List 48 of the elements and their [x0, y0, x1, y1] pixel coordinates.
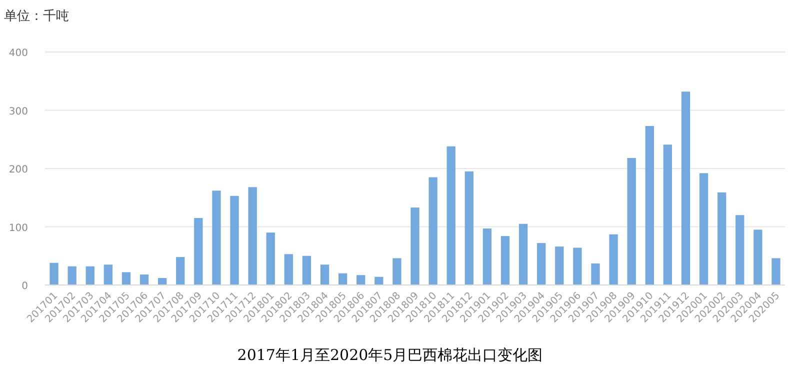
bar — [320, 264, 330, 285]
bar — [609, 234, 618, 285]
y-tick-label: 200 — [8, 164, 28, 176]
y-tick-label: 400 — [8, 48, 28, 59]
bar — [68, 266, 76, 285]
bar — [266, 232, 275, 285]
bar — [140, 274, 149, 285]
bar — [428, 177, 438, 285]
bar — [446, 146, 456, 285]
bar — [537, 243, 546, 285]
bar — [555, 246, 564, 285]
bar — [645, 126, 654, 285]
bar — [718, 192, 726, 285]
bar — [754, 230, 762, 285]
bar — [772, 258, 780, 285]
bar — [212, 190, 221, 285]
bar — [230, 196, 239, 285]
y-tick-label: 300 — [8, 106, 28, 118]
y-tick-label: 0 — [22, 281, 28, 292]
bar — [699, 173, 708, 285]
bar — [302, 256, 312, 285]
bar — [176, 257, 185, 285]
bar — [338, 273, 348, 285]
bar — [464, 171, 474, 285]
y-axis-title: 单位：千吨 — [4, 9, 69, 24]
bar — [158, 278, 167, 285]
bar — [500, 236, 510, 285]
bar — [627, 158, 636, 285]
bar — [591, 263, 600, 285]
bar — [482, 228, 492, 285]
bar — [410, 208, 420, 285]
bar — [86, 266, 94, 285]
y-tick-label: 100 — [8, 222, 28, 234]
bar — [194, 218, 203, 285]
bar — [374, 276, 384, 285]
bar — [284, 254, 293, 285]
bar — [573, 248, 582, 285]
text: 2017年1月至2020年5月巴西棉花出口变化图 — [237, 346, 543, 364]
bar — [518, 224, 528, 285]
bar — [122, 272, 131, 285]
bar — [50, 262, 58, 285]
bar — [736, 215, 744, 285]
bar — [104, 264, 112, 285]
bar — [392, 258, 402, 285]
bar — [248, 187, 257, 285]
bar — [356, 275, 366, 285]
bar — [663, 144, 672, 285]
bar — [681, 92, 690, 285]
